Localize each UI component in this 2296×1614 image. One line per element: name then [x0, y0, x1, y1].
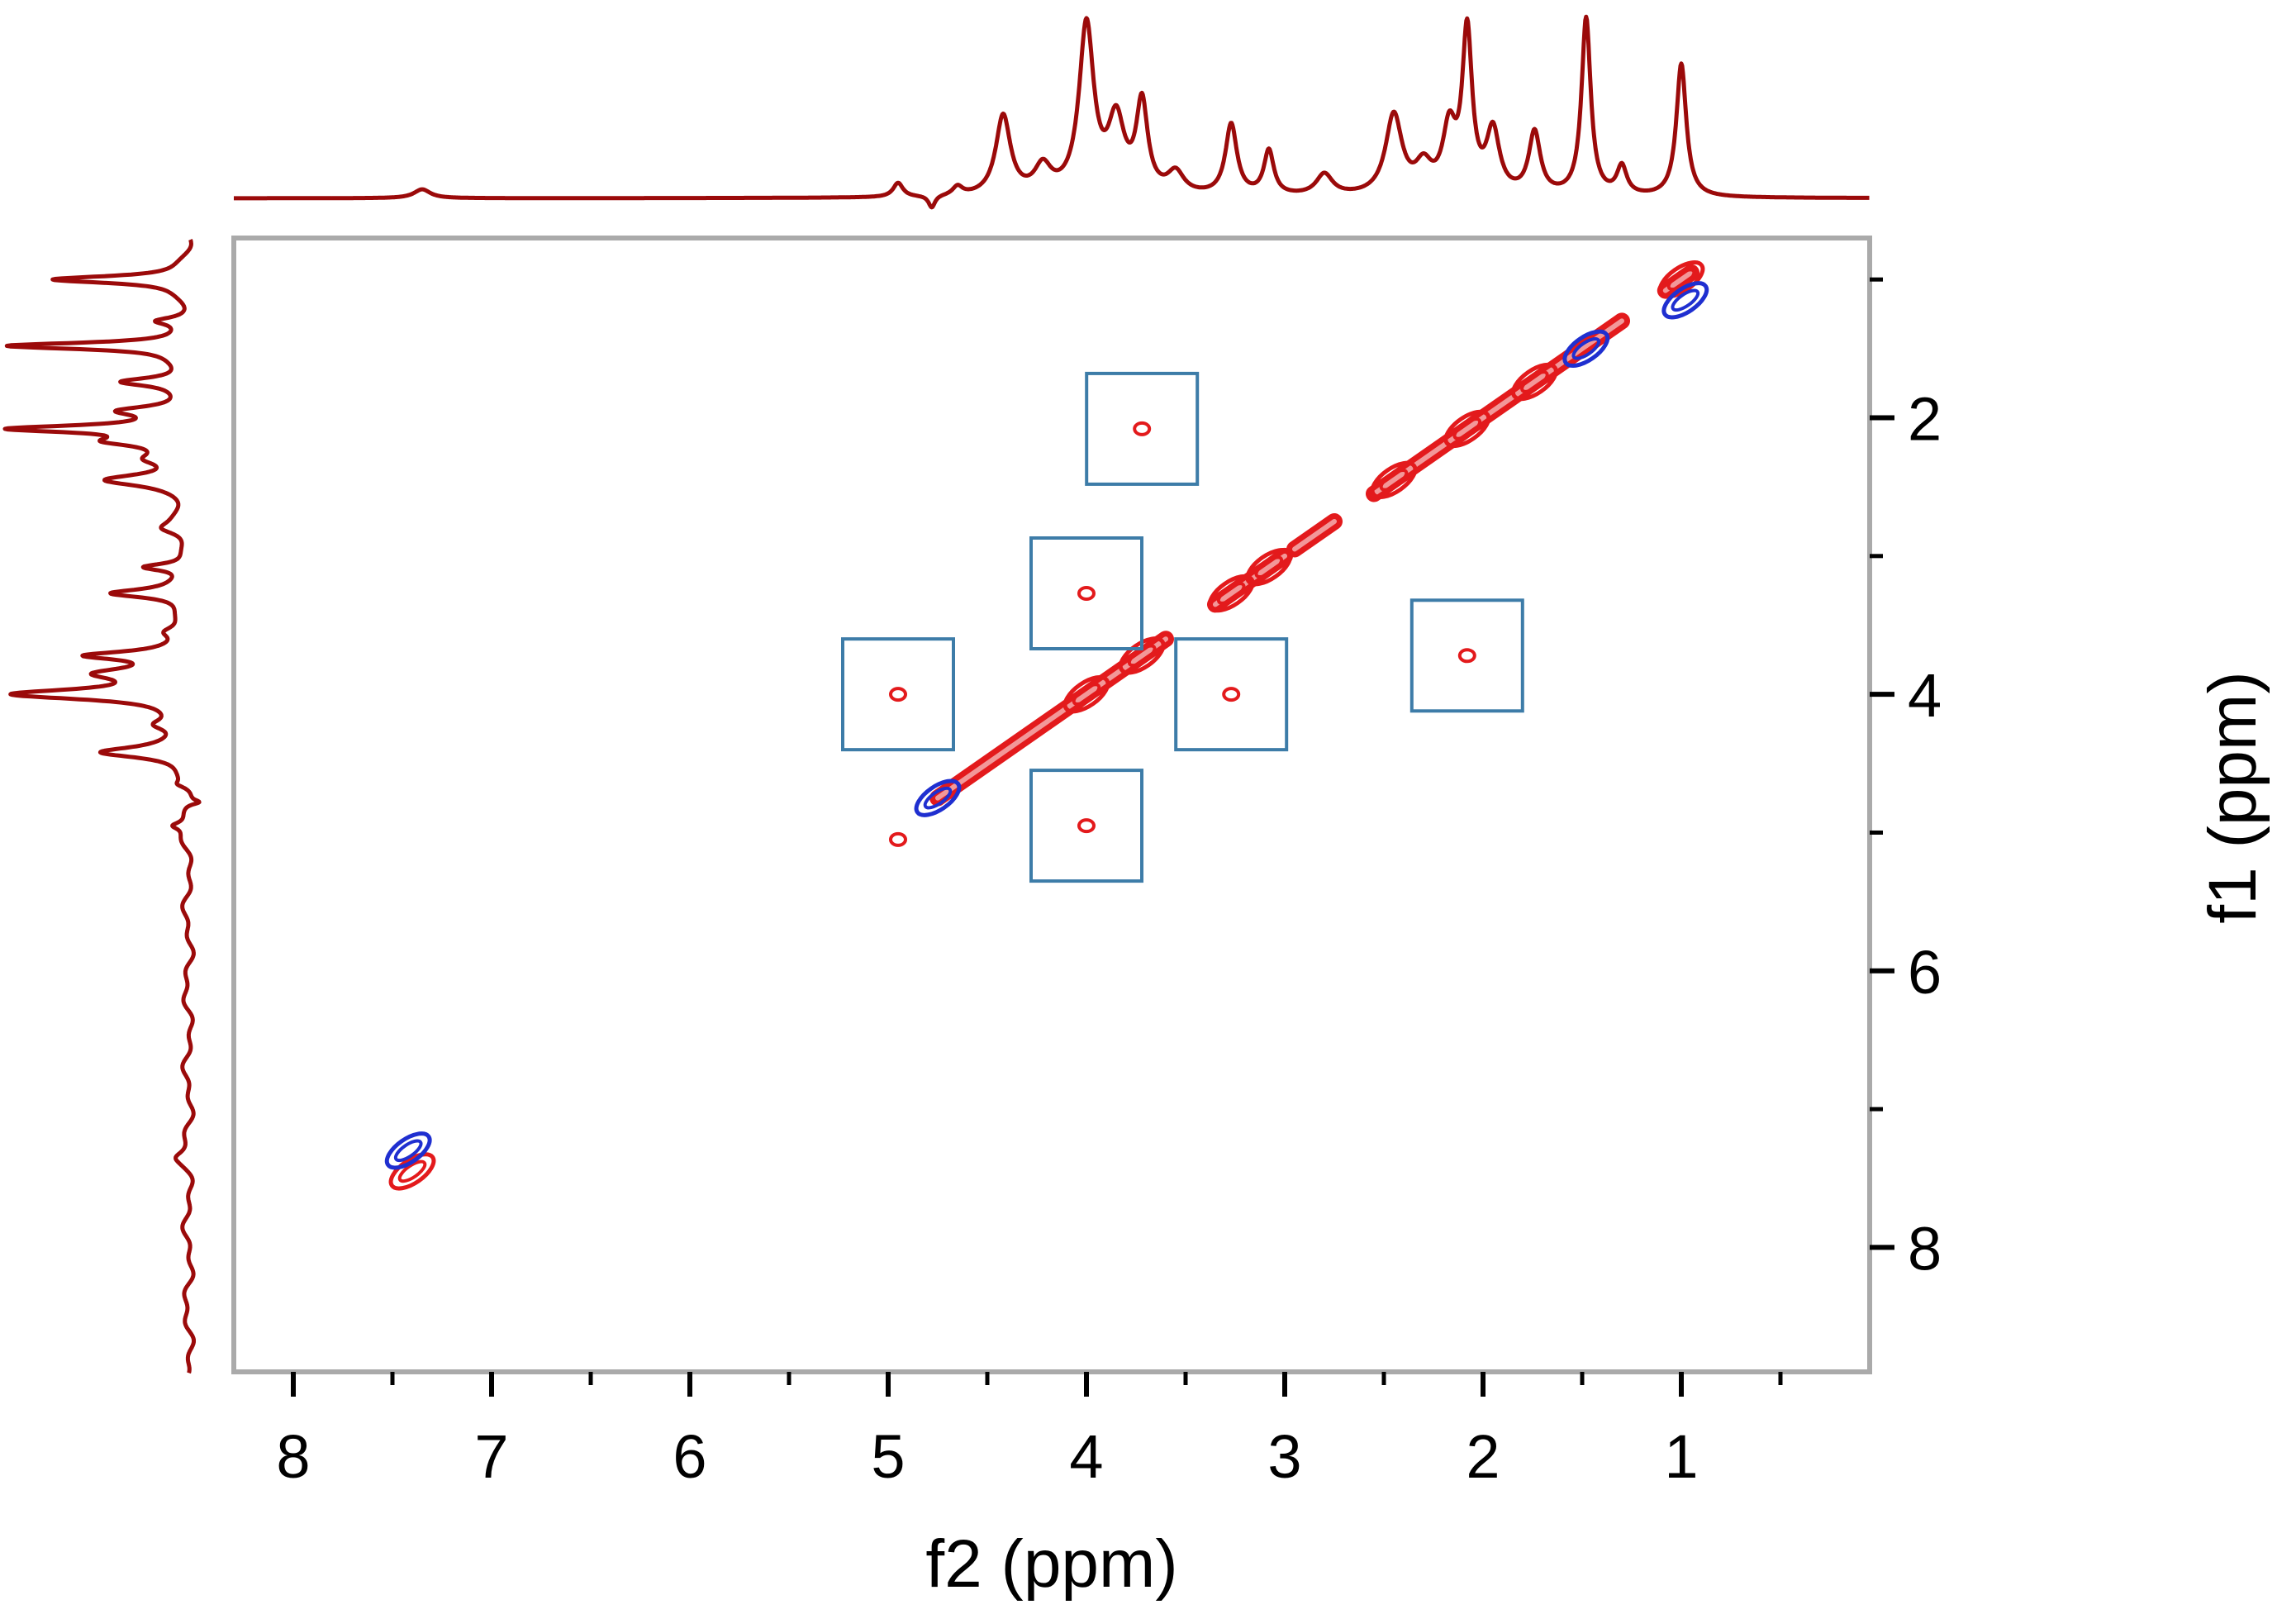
x-tick-label: 5	[871, 1422, 905, 1491]
top-projection-spectrum	[232, 14, 1871, 210]
y-tick-label: 6	[1908, 938, 1942, 1007]
diagonal-peak	[1062, 675, 1110, 714]
diagonal-contour-inner	[1371, 318, 1624, 497]
x-tick-label: 2	[1466, 1422, 1500, 1491]
y-tick-label: 8	[1908, 1214, 1942, 1283]
left-projection-spectrum	[2, 238, 202, 1375]
diagonal-peak	[1443, 409, 1491, 449]
diagonal-peak	[1207, 574, 1255, 613]
cross-peak	[1457, 648, 1476, 664]
diagonal-contour-inner	[935, 636, 1168, 801]
y-axis: 2 4 6 8	[1870, 277, 1942, 1283]
y-axis-title: f1 (ppm)	[2195, 671, 2270, 923]
diagonal-peak	[1562, 329, 1610, 368]
diagonal-peak	[1511, 362, 1558, 402]
plot-frame	[231, 236, 1872, 1374]
left-projection-trace	[2, 238, 202, 1375]
cross-peak	[1133, 421, 1152, 436]
diagonal-peak	[1245, 548, 1293, 587]
cross-peak-box	[1029, 769, 1143, 883]
cross-peak	[1077, 818, 1096, 834]
diagonal-peak	[1370, 460, 1418, 499]
cross-peak-box	[1409, 598, 1524, 713]
x-tick-label: 3	[1267, 1422, 1301, 1491]
cross-peak-box	[1085, 371, 1200, 486]
contour-plot-area	[384, 260, 1709, 1191]
x-tick-label: 8	[276, 1422, 310, 1491]
diagonal-peak	[1661, 281, 1709, 320]
x-tick-label: 6	[673, 1422, 706, 1491]
diagonal-peak	[384, 1131, 432, 1170]
top-projection-trace	[232, 14, 1871, 210]
cross-peak	[889, 831, 907, 847]
diagonal-peak	[1118, 636, 1166, 675]
diagonal-peak	[388, 1152, 436, 1191]
cross-peak-box	[841, 637, 955, 752]
cross-peak	[1222, 687, 1241, 702]
y-tick-label: 4	[1908, 661, 1942, 730]
diagonal-contour-inner	[1292, 519, 1337, 552]
cross-peak	[889, 687, 907, 702]
cross-peak-box	[1174, 637, 1289, 752]
x-tick-label: 4	[1069, 1422, 1103, 1491]
diagonal-peak	[1657, 260, 1705, 299]
x-axis: 8 7 6 5 4 3 2 1	[276, 1372, 1783, 1491]
x-tick-label: 7	[474, 1422, 508, 1491]
x-tick-label: 1	[1664, 1422, 1698, 1491]
x-axis-title: f2 (ppm)	[925, 1526, 1177, 1602]
cross-peak-box	[1029, 536, 1143, 651]
diagonal-peak	[914, 778, 962, 817]
cross-peak	[1077, 586, 1096, 602]
y-tick-label: 2	[1908, 385, 1942, 454]
